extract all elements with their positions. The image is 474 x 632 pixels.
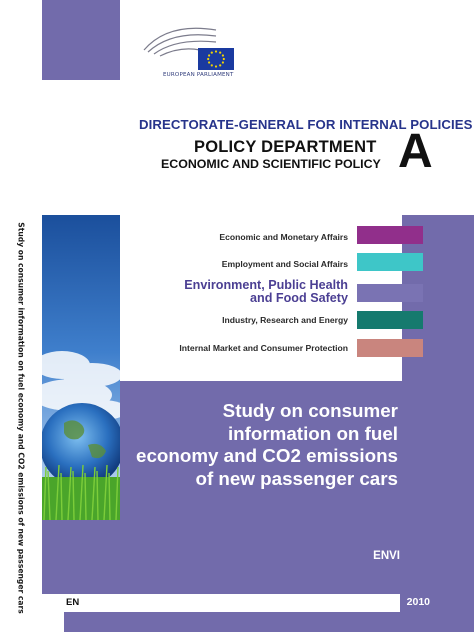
policy-area-industry: Industry, Research and Energy <box>222 315 348 325</box>
language-bar <box>64 594 400 612</box>
policy-area-environment-line1: Environment, Public Health <box>184 278 348 292</box>
policy-area-environment: Environment, Public Health and Food Safe… <box>184 279 348 305</box>
directorate-title: DIRECTORATE-GENERAL FOR INTERNAL POLICIE… <box>139 117 473 132</box>
study-title-line: economy and CO2 emissions <box>136 445 398 467</box>
swatch-employment <box>357 253 423 271</box>
bottom-strip <box>64 612 474 632</box>
swatch-industry <box>357 311 423 329</box>
policy-area-employment: Employment and Social Affairs <box>221 259 348 269</box>
committee-code: ENVI <box>373 550 400 562</box>
language-code: EN <box>66 597 80 608</box>
swatch-internal-market <box>357 339 423 357</box>
top-color-band <box>42 0 120 80</box>
study-title-line: of new passenger cars <box>195 467 398 489</box>
logo-caption: EUROPEAN PARLIAMENT <box>163 72 234 78</box>
swatch-environment <box>357 284 423 302</box>
swatch-economic <box>357 226 423 244</box>
policy-department-subtitle: ECONOMIC AND SCIENTIFIC POLICY <box>161 157 381 171</box>
policy-area-economic: Economic and Monetary Affairs <box>219 232 348 242</box>
study-title: Study on consumer information on fuel ec… <box>68 400 398 490</box>
study-title-line: Study on consumer <box>222 400 398 421</box>
cover-spine: Study on consumer information on fuel ec… <box>0 0 42 632</box>
spine-title: Study on consumer information on fuel ec… <box>16 222 26 614</box>
title-color-band <box>120 381 474 594</box>
lower-left-band <box>42 520 120 594</box>
policy-area-environment-line2: and Food Safety <box>250 291 348 305</box>
european-parliament-logo <box>143 27 234 70</box>
study-title-line: information on fuel <box>227 422 398 444</box>
earth-grass-photo <box>42 215 120 520</box>
year-bar <box>400 594 474 612</box>
policy-area-internal-market: Internal Market and Consumer Protection <box>179 343 348 353</box>
publication-year: 2010 <box>406 596 430 608</box>
department-letter: A <box>398 125 433 178</box>
policy-department-title: POLICY DEPARTMENT <box>194 138 377 156</box>
